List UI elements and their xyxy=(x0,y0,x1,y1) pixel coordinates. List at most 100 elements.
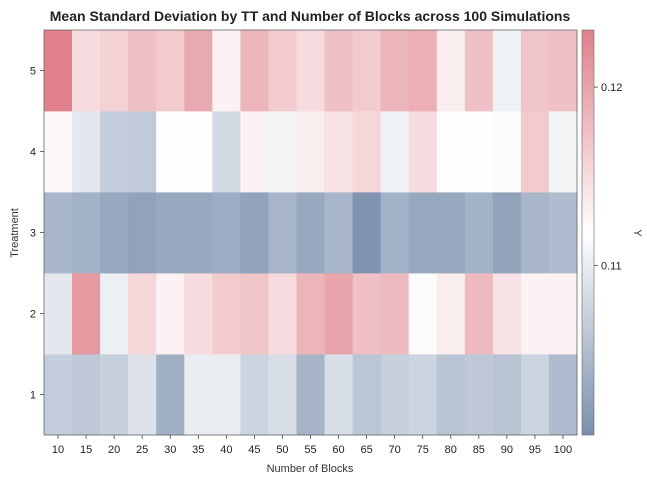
heatmap-cell-t4-b30 xyxy=(156,111,185,193)
heatmap-cell-t5-b40 xyxy=(212,30,241,112)
heatmap-cell-t1-b15 xyxy=(72,354,101,436)
x-tick-label: 25 xyxy=(136,444,148,456)
y-tick-label: 1 xyxy=(30,390,36,402)
heatmap-cell-t5-b95 xyxy=(520,30,550,112)
heatmap-cell-t3-b25 xyxy=(128,192,157,274)
x-tick-label: 55 xyxy=(304,444,316,456)
x-tick-label: 50 xyxy=(276,444,288,456)
y-axis-ticks: 1 2 3 4 5 xyxy=(30,66,44,402)
heatmap-cell-t2-b60 xyxy=(324,273,353,355)
x-tick-label: 90 xyxy=(501,444,513,456)
heatmap-cell-t4-b90 xyxy=(492,111,522,193)
heatmap-cell-t2-b100 xyxy=(548,273,578,355)
heatmap-cell-t4-b85 xyxy=(464,111,494,193)
heatmap-cell-t1-b30 xyxy=(156,354,185,436)
heatmap-cell-t5-b10 xyxy=(44,30,73,112)
heatmap-cell-t2-b35 xyxy=(184,273,213,355)
heatmap-cell-t3-b80 xyxy=(436,192,466,274)
heatmap-cell-t3-b95 xyxy=(520,192,550,274)
heatmap-cell-t3-b65 xyxy=(352,192,382,274)
x-tick-label: 60 xyxy=(332,444,344,456)
y-tick-label: 4 xyxy=(30,147,36,159)
x-tick-label: 70 xyxy=(389,444,401,456)
colorbar-gradient xyxy=(581,29,595,436)
heatmap-cell-t2-b85 xyxy=(464,273,494,355)
y-tick-label: 5 xyxy=(30,66,36,78)
heatmap-cell-t4-b50 xyxy=(268,111,297,193)
colorbar xyxy=(581,29,595,436)
x-tick-label: 85 xyxy=(473,444,485,456)
heatmap-cell-t4-b20 xyxy=(100,111,129,193)
heatmap-cell-t2-b75 xyxy=(408,273,438,355)
x-tick-label: 10 xyxy=(52,444,64,456)
heatmap-cell-t2-b70 xyxy=(380,273,410,355)
heatmap-cell-t2-b90 xyxy=(492,273,522,355)
heatmap-cell-t2-b50 xyxy=(268,273,297,355)
heatmap-cell-t1-b65 xyxy=(352,354,382,436)
heatmap-cell-t3-b90 xyxy=(492,192,522,274)
heatmap-cell-t5-b45 xyxy=(240,30,269,112)
heatmap-cell-t3-b30 xyxy=(156,192,185,274)
heatmap-cell-t5-b70 xyxy=(380,30,410,112)
heatmap-cell-t3-b10 xyxy=(44,192,73,274)
x-tick-label: 30 xyxy=(164,444,176,456)
colorbar-tick-label: 0.12 xyxy=(601,82,622,94)
heatmap-cell-t5-b90 xyxy=(492,30,522,112)
heatmap-cell-t5-b85 xyxy=(464,30,494,112)
heatmap-cell-t2-b45 xyxy=(240,273,269,355)
heatmap-cell-t1-b10 xyxy=(44,354,73,436)
x-tick-label: 45 xyxy=(248,444,260,456)
heatmap-cell-t2-b30 xyxy=(156,273,185,355)
heatmap-cell-t1-b70 xyxy=(380,354,410,436)
heatmap-cell-t2-b40 xyxy=(212,273,241,355)
heatmap-cell-t2-b20 xyxy=(100,273,129,355)
heatmap-cell-t3-b15 xyxy=(72,192,101,274)
heatmap-cell-t4-b75 xyxy=(408,111,438,193)
heatmap-cell-t4-b100 xyxy=(548,111,578,193)
x-axis-ticks: 10 15 20 25 30 35 40 45 50 55 60 65 70 75 80 85 90 95 100 xyxy=(52,435,572,456)
chart-title: Mean Standard Deviation by TT and Number… xyxy=(50,8,571,24)
heatmap-cell-t5-b25 xyxy=(128,30,157,112)
heatmap-cell-t5-b30 xyxy=(156,30,185,112)
heatmap-cell-t1-b40 xyxy=(212,354,241,436)
colorbar-ticks: 0.11 0.12 xyxy=(594,82,622,273)
x-tick-label: 35 xyxy=(192,444,204,456)
heatmap-cell-t5-b35 xyxy=(184,30,213,112)
heatmap-cell-t1-b80 xyxy=(436,354,466,436)
x-tick-label: 100 xyxy=(554,444,572,456)
heatmap-cell-t4-b65 xyxy=(352,111,382,193)
x-tick-label: 40 xyxy=(220,444,232,456)
heatmap-cell-t4-b45 xyxy=(240,111,269,193)
heatmap-cell-t5-b60 xyxy=(324,30,353,112)
heatmap-cell-t4-b10 xyxy=(44,111,73,193)
heatmap-cell-t5-b80 xyxy=(436,30,466,112)
heatmap-cell-t1-b20 xyxy=(100,354,129,436)
heatmap-cell-t3-b20 xyxy=(100,192,129,274)
heatmap-cell-t3-b50 xyxy=(268,192,297,274)
heatmap-cell-t1-b55 xyxy=(296,354,325,436)
x-tick-label: 15 xyxy=(80,444,92,456)
x-tick-label: 95 xyxy=(529,444,541,456)
y-tick-label: 2 xyxy=(30,309,36,321)
heatmap-cell-t4-b60 xyxy=(324,111,353,193)
heatmap-cell-t1-b85 xyxy=(464,354,494,436)
y-axis-label: Treatment xyxy=(9,208,21,258)
heatmap-cell-t4-b35 xyxy=(184,111,213,193)
heatmap-cell-t2-b15 xyxy=(72,273,101,355)
heatmap-cell-t1-b45 xyxy=(240,354,269,436)
heatmap-cell-t2-b95 xyxy=(520,273,550,355)
x-tick-label: 20 xyxy=(108,444,120,456)
heatmap-cell-t5-b100 xyxy=(548,30,578,112)
heatmap-cell-t4-b80 xyxy=(436,111,466,193)
heatmap-cell-t3-b85 xyxy=(464,192,494,274)
heatmap-cell-t2-b80 xyxy=(436,273,466,355)
x-tick-label: 65 xyxy=(360,444,372,456)
heatmap-cell-t4-b15 xyxy=(72,111,101,193)
heatmap-cell-t5-b15 xyxy=(72,30,101,112)
heatmap-cell-t2-b25 xyxy=(128,273,157,355)
heatmap-cell-t1-b100 xyxy=(548,354,578,436)
heatmap-cell-t1-b50 xyxy=(268,354,297,436)
heatmap-cell-t5-b65 xyxy=(352,30,382,112)
colorbar-label: Y xyxy=(631,229,643,237)
